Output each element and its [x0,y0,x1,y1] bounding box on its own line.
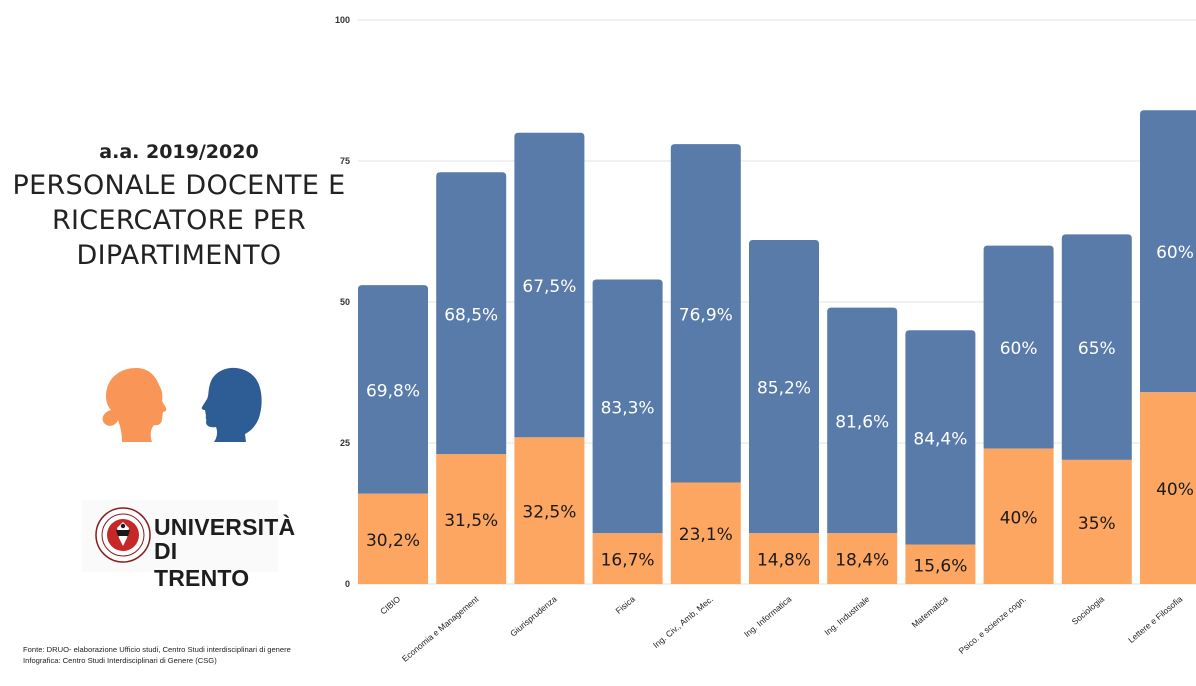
x-category-label: Ing. Civ., Amb, Mec. [651,594,715,650]
x-category-label: Psico. e scienze cogn. [957,594,1028,656]
data-label-female: 30,2% [366,531,420,551]
data-label-male: 83,3% [601,398,655,418]
x-category-label: Economia e Management [400,593,481,663]
x-category-label: Ing. Industriale [822,594,871,638]
y-tick-label: 25 [340,438,350,448]
data-label-male: 81,6% [835,412,889,432]
data-label-female: 31,5% [444,511,498,531]
data-label-male: 84,4% [913,429,967,449]
data-label-female: 18,4% [835,551,889,571]
x-category-label: Giurisprudenza [508,594,559,639]
x-category-label: Sociologia [1070,594,1107,627]
x-category-label: Lettere e Filosofia [1126,594,1184,645]
data-label-male: 65% [1078,339,1116,359]
data-label-male: 67,5% [522,277,576,297]
data-label-male: 68,5% [444,305,498,325]
x-category-label: CIBIO [378,594,402,617]
x-category-label: Fisica [613,594,637,616]
data-label-female: 35% [1078,514,1116,534]
data-label-female: 40% [1000,508,1038,528]
data-label-female: 32,5% [522,503,576,523]
data-label-female: 14,8% [757,551,811,571]
y-tick-label: 50 [340,297,350,307]
data-label-female: 40% [1156,480,1194,500]
data-label-male: 85,2% [757,379,811,399]
y-tick-label: 0 [345,579,350,589]
y-tick-label: 75 [340,156,350,166]
data-label-male: 60% [1000,339,1038,359]
y-tick-label: 100 [335,15,350,25]
data-label-female: 16,7% [601,551,655,571]
x-category-label: Matematica [910,594,950,630]
x-category-label: Ing. Informatica [742,594,794,639]
data-label-male: 76,9% [679,305,733,325]
data-label-female: 15,6% [913,556,967,576]
data-label-male: 69,8% [366,381,420,401]
data-label-male: 60% [1156,243,1194,263]
data-label-female: 23,1% [679,525,733,545]
